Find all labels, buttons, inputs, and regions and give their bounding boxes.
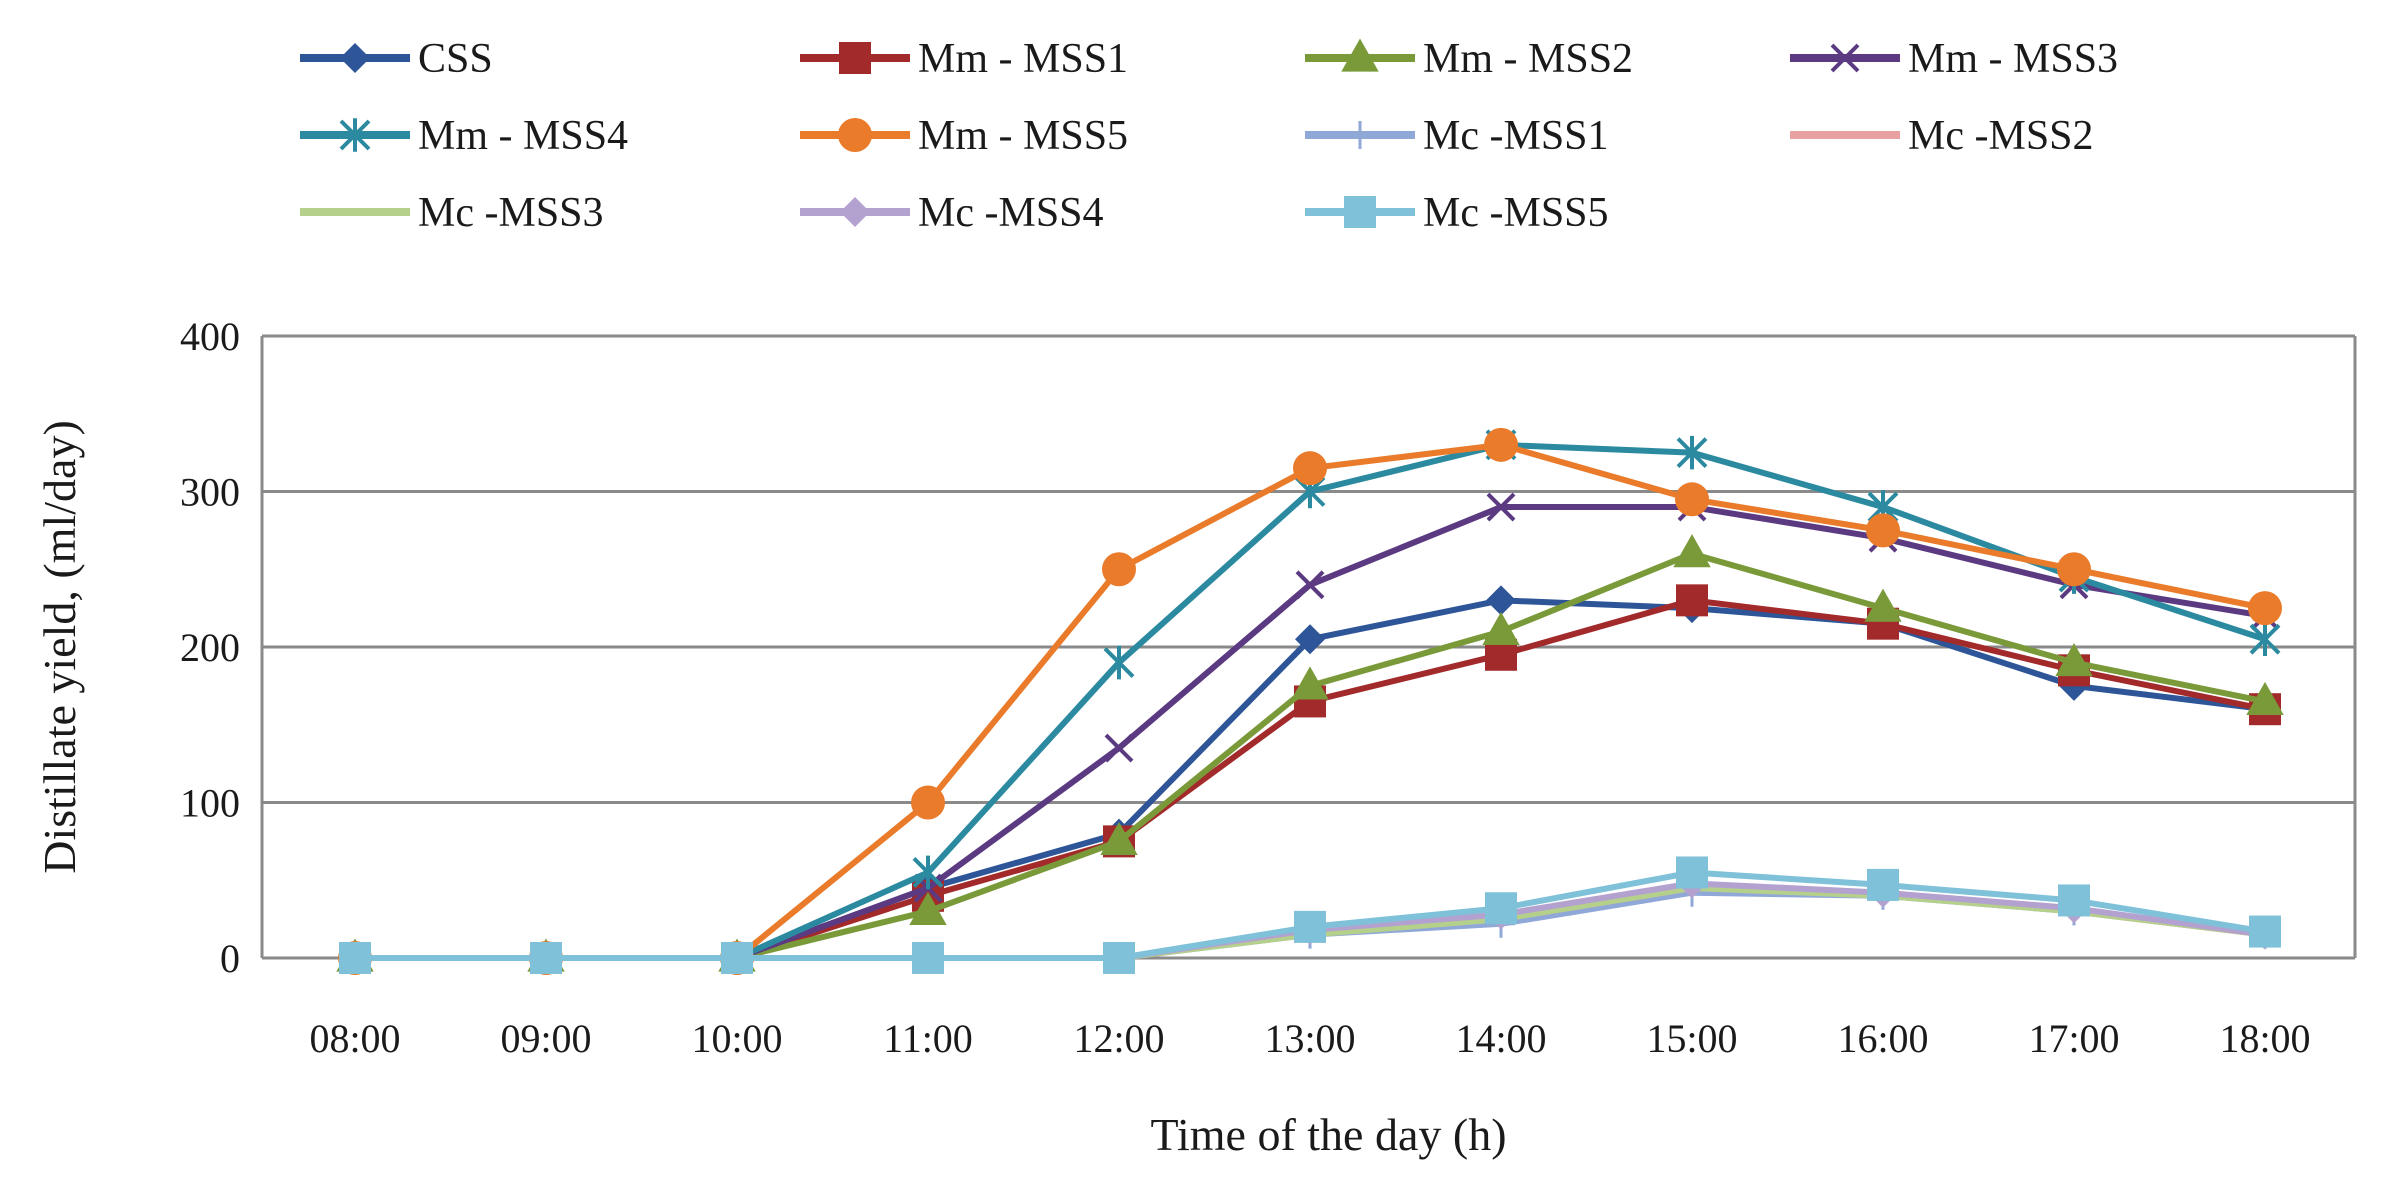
x-tick-label: 11:00 [883, 1016, 973, 1061]
series-line [355, 550, 2266, 961]
data-point [339, 942, 371, 974]
data-point [1486, 492, 1516, 522]
y-tick-label: 300 [180, 470, 240, 515]
legend-label: Mm - MSS3 [1908, 36, 2118, 82]
data-point [1866, 513, 1900, 548]
legend-marker [1830, 43, 1860, 73]
legend-label: Mc -MSS4 [918, 190, 1104, 236]
legend-marker [1346, 121, 1374, 149]
data-point [911, 785, 945, 820]
legend-label: Mm - MSS1 [918, 36, 1128, 82]
data-point [1103, 645, 1135, 680]
x-tick-label: 08:00 [309, 1016, 400, 1061]
data-point [1100, 821, 1138, 855]
legend-item: Mc -MSS5 [1305, 190, 1609, 236]
data-point [2058, 884, 2090, 917]
legend-label: Mc -MSS1 [1423, 113, 1609, 159]
legend-marker [340, 43, 370, 73]
x-tick-label: 18:00 [2219, 1016, 2310, 1061]
data-point [1295, 624, 1325, 655]
data-point [1676, 856, 1708, 889]
data-point [1291, 666, 1329, 700]
x-tick-label: 17:00 [2028, 1016, 2119, 1061]
data-point [1867, 868, 1899, 901]
x-tick-label: 15:00 [1646, 1016, 1737, 1061]
data-point [530, 942, 562, 974]
data-point [2246, 681, 2284, 716]
data-point [1293, 451, 1327, 486]
y-axis-ticks: 0 100 200 300 400 [180, 314, 240, 981]
data-point [1676, 435, 1708, 470]
data-point [1673, 534, 1711, 568]
data-point [912, 855, 944, 890]
data-point [1295, 570, 1325, 600]
data-point [1485, 892, 1517, 925]
data-point [1102, 552, 1136, 587]
legend-label: Mm - MSS4 [418, 113, 628, 159]
legend-marker [839, 42, 871, 74]
legend-item: Mc -MSS2 [1790, 113, 2094, 159]
legend-item: Mm - MSS2 [1305, 36, 1633, 82]
x-tick-label: 14:00 [1455, 1016, 1546, 1061]
legend-label: Mm - MSS5 [918, 113, 1128, 159]
legend-item: Mc -MSS4 [800, 190, 1104, 236]
data-point [1294, 910, 1326, 943]
data-point [1864, 588, 1902, 622]
y-tick-label: 400 [180, 314, 240, 359]
legend-item: Mm - MSS4 [300, 113, 628, 159]
data-point [1676, 584, 1708, 617]
data-point [2057, 552, 2091, 587]
data-point [721, 942, 753, 974]
data-point [1486, 585, 1516, 616]
data-point [2249, 915, 2281, 948]
x-axis-title: Time of the day (h) [1150, 1109, 1506, 1160]
data-point [1103, 942, 1135, 974]
x-axis-ticks: 08:00 09:00 10:00 11:00 12:00 13:00 14:00 15:00… [309, 1016, 2310, 1061]
x-tick-label: 09:00 [500, 1016, 591, 1061]
data-point [2248, 591, 2282, 626]
legend-marker [838, 118, 872, 152]
legend-label: Mc -MSS2 [1908, 113, 2094, 159]
data-point [1482, 611, 1520, 646]
legend-label: Mc -MSS5 [1423, 190, 1609, 236]
series-group [336, 427, 2284, 975]
data-point [912, 942, 944, 974]
y-tick-label: 200 [180, 625, 240, 670]
x-tick-label: 10:00 [691, 1016, 782, 1061]
legend-label: Mm - MSS2 [1423, 36, 1633, 82]
legend-label: CSS [418, 36, 493, 82]
legend: CSS Mm - MSS1 Mm - MSS2 Mm - MSS3 Mm - MSS4 M… [300, 36, 2118, 236]
legend-item: Mm - MSS5 [800, 113, 1128, 159]
legend-item: CSS [300, 36, 493, 82]
x-tick-label: 12:00 [1073, 1016, 1164, 1061]
y-axis-title: Distillate yield, (ml/day) [34, 420, 85, 874]
x-tick-label: 16:00 [1837, 1016, 1928, 1061]
data-point [2249, 622, 2281, 657]
y-tick-label: 0 [220, 936, 240, 981]
plot-area: 0 100 200 300 400 08:00 09:00 10:00 11:00 12:00 1… [180, 314, 2357, 1061]
y-tick-label: 100 [180, 781, 240, 826]
legend-item: Mc -MSS3 [300, 190, 604, 236]
legend-marker [1344, 196, 1376, 228]
data-point [1104, 733, 1134, 763]
legend-label: Mc -MSS3 [418, 190, 604, 236]
legend-item: Mc -MSS1 [1305, 113, 1609, 159]
series-10 [339, 856, 2281, 974]
x-tick-label: 13:00 [1264, 1016, 1355, 1061]
legend-marker [1341, 38, 1379, 72]
data-point [1484, 427, 1518, 462]
data-point [909, 891, 947, 925]
legend-item: Mm - MSS3 [1790, 36, 2118, 82]
data-point [2055, 643, 2093, 677]
data-point [1675, 482, 1709, 517]
legend-marker [840, 197, 870, 227]
legend-item: Mm - MSS1 [800, 36, 1128, 82]
legend-marker [339, 118, 371, 152]
